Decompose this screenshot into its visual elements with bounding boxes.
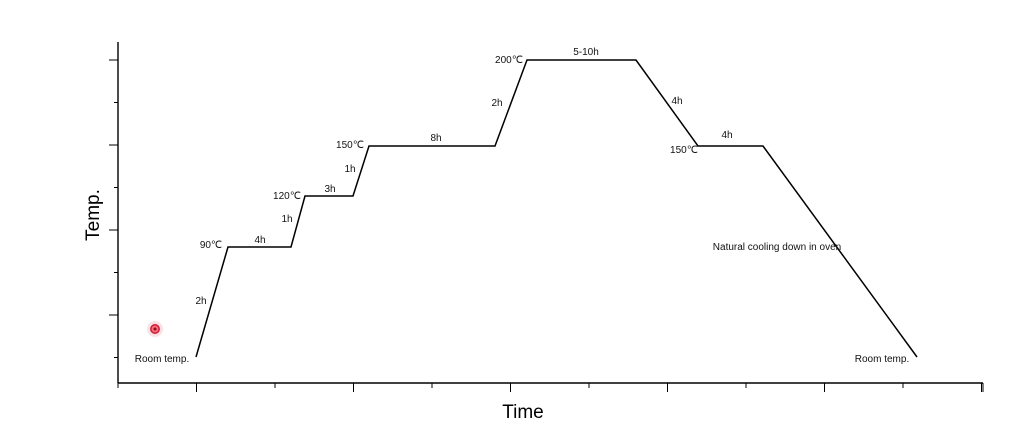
axis-ticks: [109, 59, 984, 392]
annotation-hold-90: 4h: [254, 235, 265, 246]
series-line: [195, 59, 918, 358]
annotation-natural: Natural cooling down in oven: [713, 242, 841, 253]
annotation-temp-150: 150℃: [336, 140, 364, 151]
axes: [117, 42, 983, 384]
annotation-temp-120: 120℃: [273, 191, 301, 202]
annotation-temp-200: 200℃: [495, 55, 523, 66]
annotation-temp-150b: 150℃: [670, 145, 698, 156]
annotation-ramp-3: 1h: [344, 164, 355, 175]
annotation-ramp-1: 2h: [195, 296, 206, 307]
record-marker: [147, 321, 163, 337]
annotation-room-start: Room temp.: [135, 354, 189, 365]
annotation-hold-150: 8h: [430, 133, 441, 144]
annotation-ramp-2: 1h: [281, 214, 292, 225]
annotations: Room temp. 2h 90℃ 4h 1h 120℃ 3h 1h 150℃ 8h 2h 200℃ 5…: [135, 47, 909, 365]
annotation-cool-1: 4h: [671, 96, 682, 107]
annotation-temp-90: 90℃: [200, 240, 222, 251]
annotation-room-end: Room temp.: [855, 354, 909, 365]
y-axis-title: Temp.: [83, 189, 104, 241]
annotation-hold-200: 5-10h: [573, 47, 599, 58]
x-axis-title: Time: [502, 402, 544, 423]
annotation-hold-120: 3h: [324, 184, 335, 195]
annotation-ramp-4: 2h: [491, 98, 502, 109]
annotation-hold-150b: 4h: [721, 130, 732, 141]
